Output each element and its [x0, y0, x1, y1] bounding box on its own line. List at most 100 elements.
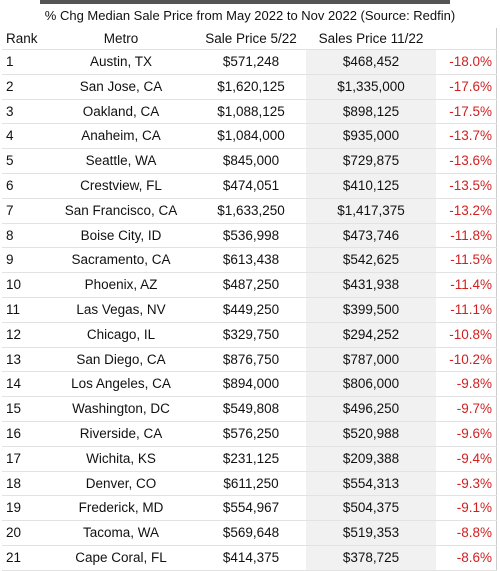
table-cell: $935,000	[306, 123, 436, 150]
table-cell: 21	[2, 545, 46, 571]
table-cell: $1,335,000	[306, 74, 436, 100]
table-cell: $1,633,250	[196, 198, 306, 224]
table-cell: Wichita, KS	[46, 446, 196, 472]
table-row: 9 Sacramento, CA $613,438 $542,625 -11.5%	[2, 247, 497, 274]
table-row: 14 Los Angeles, CA $894,000 $806,000 -9.8%	[2, 371, 497, 398]
table-cell: $569,648	[196, 520, 306, 546]
table-row: 6 Crestview, FL $474,051 $410,125 -13.5%	[2, 173, 497, 199]
subtitle: % Chg Median Sale Price from May 2022 to…	[44, 8, 456, 23]
table-row: 17 Wichita, KS $231,125 $209,388 -9.4%	[2, 446, 497, 472]
table-cell: $876,750	[196, 347, 306, 373]
table-cell: $231,125	[196, 446, 306, 472]
table-cell: 16	[2, 421, 46, 447]
table-cell: -17.6%	[436, 74, 497, 100]
table-cell: -18.0%	[436, 49, 497, 75]
table-cell: $894,000	[196, 371, 306, 398]
table-row: 21 Cape Coral, FL $414,375 $378,725 -8.6%	[2, 545, 497, 571]
table-row: 4 Anaheim, CA $1,084,000 $935,000 -13.7%	[2, 123, 497, 150]
table-cell: Los Angeles, CA	[46, 371, 196, 398]
table-cell: Frederick, MD	[46, 495, 196, 522]
table-cell: Washington, DC	[46, 396, 196, 422]
table-cell: $410,125	[306, 173, 436, 199]
table-row: 10 Phoenix, AZ $487,250 $431,938 -11.4%	[2, 272, 497, 298]
table-cell: 17	[2, 446, 46, 472]
table-cell: -9.8%	[436, 371, 497, 398]
table-cell: $1,417,375	[306, 198, 436, 224]
table-body: 1 Austin, TX $571,248 $468,452 -18.0% 2 San Jo…	[2, 49, 497, 571]
table-cell: -8.8%	[436, 520, 497, 546]
table-cell: $787,000	[306, 347, 436, 373]
column-header: Sale Price 5/22	[196, 28, 306, 50]
table-cell: Seattle, WA	[46, 148, 196, 174]
table-cell: $487,250	[196, 272, 306, 298]
table-cell: -13.2%	[436, 198, 497, 224]
table-cell: $520,988	[306, 421, 436, 447]
table-cell: 2	[2, 74, 46, 100]
table-row: 7 San Francisco, CA $1,633,250 $1,417,375 -1…	[2, 198, 497, 224]
table-cell: $542,625	[306, 247, 436, 274]
table-cell: $1,084,000	[196, 123, 306, 150]
table: Rank Metro Sale Price 5/22 Sales Price 11/2…	[2, 28, 497, 571]
table-cell: -10.2%	[436, 347, 497, 373]
table-row: 13 San Diego, CA $876,750 $787,000 -10.2%	[2, 347, 497, 373]
table-cell: $576,250	[196, 421, 306, 447]
table-cell: 4	[2, 123, 46, 150]
table-cell: -11.8%	[436, 223, 497, 249]
column-header	[436, 28, 497, 50]
table-cell: San Francisco, CA	[46, 198, 196, 224]
table-cell: 1	[2, 49, 46, 75]
table-cell: 6	[2, 173, 46, 199]
table-cell: Cape Coral, FL	[46, 545, 196, 571]
table-cell: $449,250	[196, 297, 306, 323]
table-row: 18 Denver, CO $611,250 $554,313 -9.3%	[2, 471, 497, 497]
header-row: Rank Metro Sale Price 5/22 Sales Price 11/2…	[2, 28, 497, 50]
table-cell: $504,375	[306, 495, 436, 522]
table-row: 3 Oakland, CA $1,088,125 $898,125 -17.5%	[2, 99, 497, 125]
table-cell: 3	[2, 99, 46, 125]
column-header: Rank	[2, 28, 46, 50]
table-cell: -13.5%	[436, 173, 497, 199]
table-cell: -13.7%	[436, 123, 497, 150]
table-cell: 14	[2, 371, 46, 398]
table-cell: $496,250	[306, 396, 436, 422]
table-cell: $329,750	[196, 322, 306, 348]
table-row: 5 Seattle, WA $845,000 $729,875 -13.6%	[2, 148, 497, 174]
table-cell: 18	[2, 471, 46, 497]
table-cell: Riverside, CA	[46, 421, 196, 447]
table-cell: Boise City, ID	[46, 223, 196, 249]
table-cell: -13.6%	[436, 148, 497, 174]
table-cell: Las Vegas, NV	[46, 297, 196, 323]
table-cell: $549,808	[196, 396, 306, 422]
table-cell: $729,875	[306, 148, 436, 174]
table-cell: $554,313	[306, 471, 436, 497]
column-header: Sales Price 11/22	[306, 28, 436, 50]
table-cell: $474,051	[196, 173, 306, 199]
table-row: 11 Las Vegas, NV $449,250 $399,500 -11.1%	[2, 297, 497, 323]
table-cell: -11.4%	[436, 272, 497, 298]
table-cell: -11.1%	[436, 297, 497, 323]
table-row: 15 Washington, DC $549,808 $496,250 -9.7%	[2, 396, 497, 422]
table-cell: $209,388	[306, 446, 436, 472]
table-cell: 19	[2, 495, 46, 522]
table-cell: Anaheim, CA	[46, 123, 196, 150]
table-cell: 20	[2, 520, 46, 546]
cropped-title-band	[40, 0, 450, 4]
table-row: 19 Frederick, MD $554,967 $504,375 -9.1%	[2, 495, 497, 522]
table-cell: Chicago, IL	[46, 322, 196, 348]
table-cell: $414,375	[196, 545, 306, 571]
table-cell: $399,500	[306, 297, 436, 323]
table-row: 1 Austin, TX $571,248 $468,452 -18.0%	[2, 49, 497, 75]
table-cell: $806,000	[306, 371, 436, 398]
table-cell: $519,353	[306, 520, 436, 546]
table-cell: -10.8%	[436, 322, 497, 348]
table-cell: -9.7%	[436, 396, 497, 422]
table-cell: San Jose, CA	[46, 74, 196, 100]
column-header: Metro	[46, 28, 196, 50]
table-cell: $611,250	[196, 471, 306, 497]
table-cell: -11.5%	[436, 247, 497, 274]
table-cell: 5	[2, 148, 46, 174]
table-head: Rank Metro Sale Price 5/22 Sales Price 11/2…	[2, 28, 497, 50]
table-row: 20 Tacoma, WA $569,648 $519,353 -8.8%	[2, 520, 497, 546]
table-cell: -9.6%	[436, 421, 497, 447]
